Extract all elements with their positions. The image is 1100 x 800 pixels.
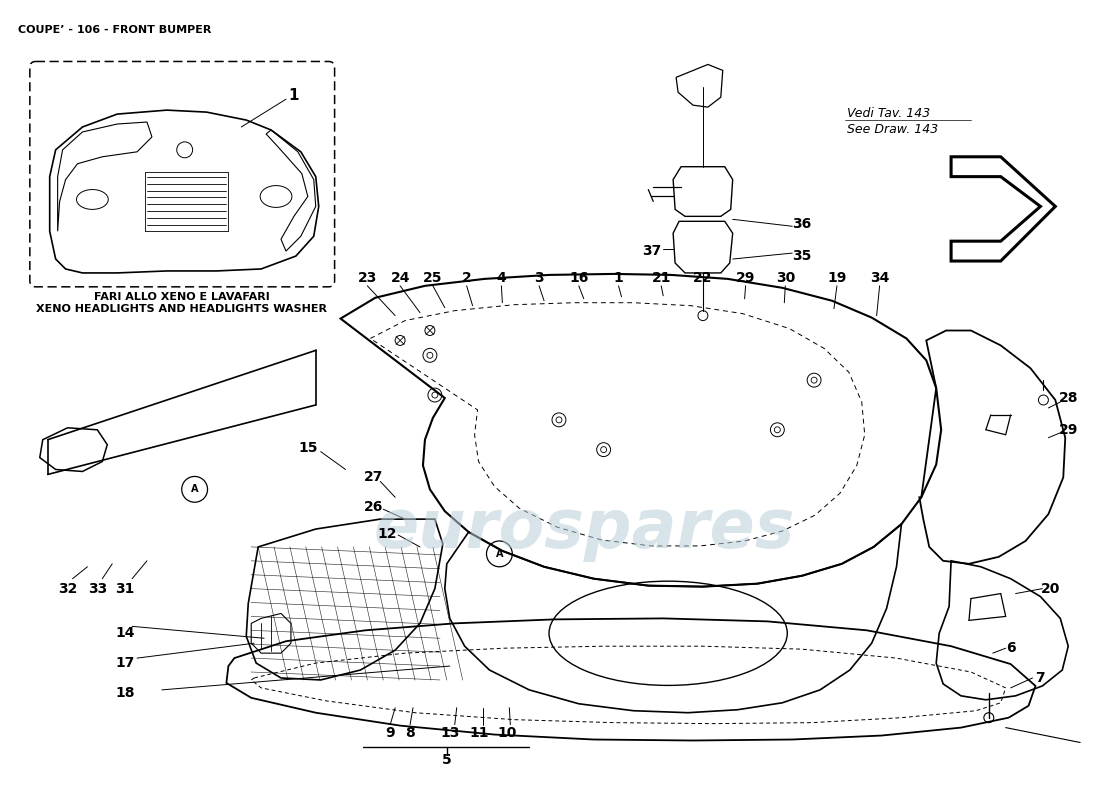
Text: 21: 21 (651, 271, 671, 285)
Text: FARI ALLO XENO E LAVAFARI: FARI ALLO XENO E LAVAFARI (94, 292, 270, 302)
Text: Vedi Tav. 143: Vedi Tav. 143 (847, 107, 931, 120)
Text: 26: 26 (364, 500, 383, 514)
Text: 22: 22 (693, 271, 713, 285)
Text: 25: 25 (424, 271, 442, 285)
Text: 31: 31 (116, 582, 135, 596)
Text: 23: 23 (358, 271, 377, 285)
Text: 34: 34 (870, 271, 889, 285)
Text: 36: 36 (793, 218, 812, 231)
Text: 5: 5 (442, 754, 452, 767)
Text: 29: 29 (736, 271, 756, 285)
Text: 15: 15 (298, 441, 318, 454)
Text: 33: 33 (88, 582, 107, 596)
Text: 10: 10 (497, 726, 517, 739)
Text: 24: 24 (390, 271, 410, 285)
Text: 6: 6 (1005, 641, 1015, 655)
Text: A: A (191, 484, 198, 494)
Text: COUPE’ - 106 - FRONT BUMPER: COUPE’ - 106 - FRONT BUMPER (18, 25, 211, 34)
Text: 14: 14 (116, 626, 135, 640)
Text: 2: 2 (462, 271, 472, 285)
Text: 17: 17 (116, 656, 135, 670)
Text: A: A (496, 549, 503, 559)
Text: 18: 18 (116, 686, 135, 700)
Text: 29: 29 (1058, 422, 1078, 437)
Text: 16: 16 (569, 271, 589, 285)
Text: 11: 11 (470, 726, 490, 739)
Text: 30: 30 (776, 271, 795, 285)
Text: 8: 8 (405, 726, 415, 739)
Text: 3: 3 (535, 271, 543, 285)
FancyBboxPatch shape (30, 62, 334, 287)
Text: 20: 20 (1041, 582, 1060, 596)
Text: 4: 4 (496, 271, 506, 285)
Text: 7: 7 (1035, 671, 1045, 685)
Text: 28: 28 (1058, 391, 1078, 405)
Text: 1: 1 (288, 88, 299, 102)
Text: 37: 37 (641, 244, 661, 258)
Text: 32: 32 (58, 582, 77, 596)
Text: eurospares: eurospares (373, 496, 794, 562)
Text: 35: 35 (792, 249, 812, 263)
Text: 12: 12 (377, 527, 397, 541)
Text: 9: 9 (385, 726, 395, 739)
Text: 19: 19 (827, 271, 847, 285)
Text: XENO HEADLIGHTS AND HEADLIGHTS WASHER: XENO HEADLIGHTS AND HEADLIGHTS WASHER (36, 304, 327, 314)
Text: 1: 1 (614, 271, 624, 285)
Text: 13: 13 (440, 726, 460, 739)
Text: 27: 27 (364, 470, 383, 485)
Text: See Draw. 143: See Draw. 143 (847, 123, 938, 136)
